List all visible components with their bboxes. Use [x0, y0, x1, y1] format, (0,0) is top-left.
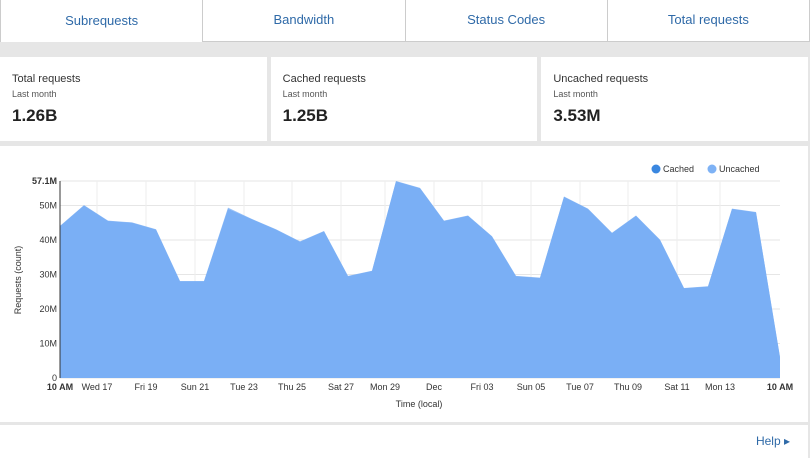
- x-axis-title: Time (local): [396, 399, 443, 409]
- x-tick-label: Tue 07: [566, 382, 594, 392]
- footer: Help ▸: [0, 425, 808, 458]
- y-axis-title: Requests (count): [13, 246, 23, 315]
- card-title: Total requests: [12, 73, 81, 85]
- help-link[interactable]: Help ▸: [756, 434, 790, 448]
- legend-uncached-label: Uncached: [719, 164, 760, 174]
- card-title: Uncached requests: [553, 73, 649, 85]
- card-period: Last month: [12, 89, 57, 99]
- x-tick-label: Fri 19: [134, 382, 157, 392]
- legend-cached-label: Cached: [663, 164, 694, 174]
- y-tick-label: 10M: [39, 338, 57, 348]
- x-tick-label: Sun 21: [181, 382, 210, 392]
- x-tick-label: Thu 09: [614, 382, 642, 392]
- x-tick-label: Wed 17: [82, 382, 113, 392]
- card-value: 3.53M: [553, 106, 601, 125]
- card-cached-requests: Cached requests Last month 1.25B: [270, 57, 538, 141]
- card-title: Cached requests: [282, 73, 366, 85]
- stat-cards: Total requests Last month 1.26B Cached req…: [0, 57, 809, 141]
- card-uncached-requests: Uncached requests Last month 3.53M: [541, 57, 809, 141]
- y-tick-label: 40M: [39, 235, 57, 245]
- x-tick-label: Sat 27: [328, 382, 354, 392]
- requests-chart: 0 10M 20M 30M 40M 50M 57.1M 10 AM Wed 17 Fri 19 Su…: [0, 146, 808, 422]
- tab-status-codes[interactable]: Status Codes: [404, 0, 607, 42]
- y-tick-label: 30M: [39, 269, 57, 279]
- tab-total-requests[interactable]: Total requests: [606, 0, 809, 42]
- tab-bar: Subrequests Bandwidth Status Codes Total…: [0, 0, 810, 42]
- x-tick-label: Dec: [426, 382, 443, 392]
- cached-area: [60, 181, 780, 378]
- x-tick-label: Sat 11: [664, 382, 689, 392]
- x-tick-label: Sun 05: [517, 382, 546, 392]
- y-tick-label: 0: [52, 373, 57, 383]
- caret-right-icon: ▸: [783, 434, 790, 448]
- x-tick-label: Fri 03: [470, 382, 493, 392]
- tab-bandwidth[interactable]: Bandwidth: [202, 0, 405, 42]
- help-label: Help: [755, 434, 781, 448]
- x-tick-label: Tue 23: [230, 382, 258, 392]
- card-value: 1.26B: [12, 106, 58, 125]
- card-period: Last month: [282, 89, 328, 99]
- y-tick-label: 50M: [39, 200, 57, 210]
- x-tick-label: 10 AM: [767, 382, 793, 392]
- x-tick-label: Mon 29: [370, 382, 400, 392]
- x-tick-label: Mon 13: [705, 382, 735, 392]
- card-period: Last month: [553, 89, 598, 99]
- y-tick-label: 20M: [39, 304, 57, 314]
- chart-svg: 0 10M 20M 30M 40M 50M 57.1M 10 AM Wed 17 Fri 19 Su…: [13, 164, 793, 409]
- y-tick-label: 57.1M: [32, 176, 57, 186]
- legend-uncached-icon: [707, 164, 717, 174]
- tab-subrequests[interactable]: Subrequests: [65, 13, 139, 28]
- x-tick-label: 10 AM: [47, 382, 73, 392]
- card-total-requests: Total requests Last month 1.26B: [0, 57, 267, 141]
- legend-cached-icon: [651, 164, 661, 174]
- x-tick-label: Thu 25: [278, 382, 306, 392]
- card-value: 1.25B: [282, 106, 329, 125]
